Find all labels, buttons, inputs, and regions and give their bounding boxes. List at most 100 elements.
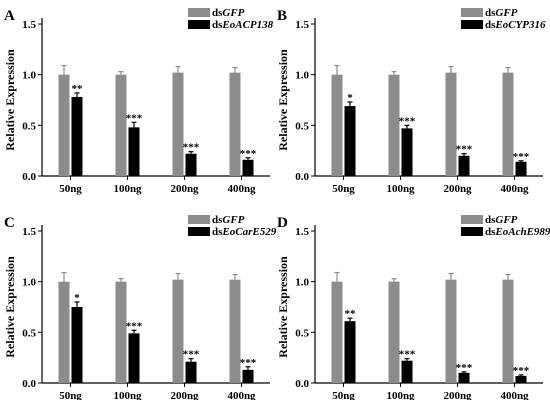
y-tick-label: 0.0 xyxy=(295,378,309,390)
y-tick-label: 0.5 xyxy=(295,120,309,132)
legend-swatch-control xyxy=(461,8,483,17)
bar-control-200ng xyxy=(172,279,184,383)
bar-control-100ng xyxy=(115,74,127,176)
y-tick-label: 1.5 xyxy=(295,226,309,238)
significance-mark: *** xyxy=(399,349,416,361)
x-tick-label: 200ng xyxy=(170,390,199,400)
significance-mark: ** xyxy=(345,308,357,320)
legend-prefix: ds xyxy=(485,7,496,19)
legend-gene: EoCarE529 xyxy=(221,226,276,238)
bar-control-200ng xyxy=(445,279,457,383)
legend-gene: GFP xyxy=(222,214,244,226)
significance-mark: *** xyxy=(240,357,257,369)
bar-control-100ng xyxy=(388,281,400,383)
bar-treatment-100ng xyxy=(401,128,413,176)
y-axis-label: Relative Expression xyxy=(3,49,17,151)
bar-treatment-200ng xyxy=(185,361,197,383)
bar-treatment-200ng xyxy=(458,155,470,176)
significance-mark: *** xyxy=(456,144,473,156)
y-tick-label: 1.0 xyxy=(295,277,309,289)
bar-treatment-400ng xyxy=(515,375,527,383)
significance-mark: ** xyxy=(72,83,84,95)
legend-prefix: ds xyxy=(485,19,496,31)
bar-control-100ng xyxy=(115,281,127,383)
panel-letter: B xyxy=(277,8,287,24)
y-tick-label: 1.5 xyxy=(22,226,36,238)
y-axis-label: Relative Expression xyxy=(276,256,290,358)
legend-gene: GFP xyxy=(495,214,517,226)
legend-entry: dsGFP xyxy=(485,7,518,19)
legend-swatch-control xyxy=(188,8,210,17)
legend-swatch-control xyxy=(461,215,483,224)
y-tick-label: 0.0 xyxy=(22,171,36,183)
bar-control-400ng xyxy=(229,72,241,176)
bar-treatment-100ng xyxy=(401,360,413,383)
legend-swatch-treatment xyxy=(461,227,483,236)
bar-treatment-200ng xyxy=(185,153,197,176)
panel-c: C Relative Expression 0.0 0.5 1.0 1.5 50ng * 100… xyxy=(3,214,277,400)
y-tick-label: 0.5 xyxy=(22,120,36,132)
bar-control-50ng xyxy=(58,74,70,176)
bar-control-200ng xyxy=(445,72,457,176)
y-tick-label: 0.5 xyxy=(295,327,309,339)
legend-entry: dsGFP xyxy=(485,214,518,226)
bar-treatment-50ng xyxy=(344,106,356,176)
x-tick-label: 400ng xyxy=(500,390,529,400)
x-tick-label: 100ng xyxy=(386,390,415,400)
legend-entry: dsEoCarE529 xyxy=(212,226,277,238)
x-tick-label: 400ng xyxy=(227,183,256,195)
legend-entry: dsEoCYP316 xyxy=(485,19,546,31)
significance-mark: *** xyxy=(183,142,200,154)
bar-treatment-400ng xyxy=(515,161,527,176)
x-tick-label: 200ng xyxy=(443,390,472,400)
x-tick-label: 400ng xyxy=(227,390,256,400)
y-tick-label: 0.0 xyxy=(22,378,36,390)
significance-mark: * xyxy=(347,92,353,104)
bar-treatment-50ng xyxy=(71,96,83,176)
bar-control-100ng xyxy=(388,74,400,176)
bar-treatment-200ng xyxy=(458,372,470,383)
significance-mark: *** xyxy=(456,362,473,374)
bar-control-50ng xyxy=(331,281,343,383)
bar-control-200ng xyxy=(172,72,184,176)
x-tick-label: 200ng xyxy=(170,183,199,195)
y-tick-label: 1.0 xyxy=(22,70,36,82)
legend-prefix: ds xyxy=(485,214,496,226)
legend-prefix: ds xyxy=(212,214,223,226)
x-tick-label: 50ng xyxy=(332,183,355,195)
legend-swatch-treatment xyxy=(188,227,210,236)
legend-gene: GFP xyxy=(495,7,517,19)
x-tick-label: 100ng xyxy=(113,390,142,400)
legend-gene: EoCYP316 xyxy=(494,19,546,31)
legend-gene: GFP xyxy=(222,7,244,19)
bar-control-50ng xyxy=(58,281,70,383)
bar-treatment-400ng xyxy=(242,369,254,383)
significance-mark: *** xyxy=(513,365,530,377)
legend-gene: EoAchE989 xyxy=(494,226,550,238)
panel-d: D Relative Expression 0.0 0.5 1.0 1.5 50ng ** 10… xyxy=(276,214,550,400)
bar-control-50ng xyxy=(331,74,343,176)
significance-mark: *** xyxy=(126,112,143,124)
x-tick-label: 400ng xyxy=(500,183,529,195)
legend-entry: dsEoAchE989 xyxy=(485,226,550,238)
legend-swatch-control xyxy=(188,215,210,224)
legend-prefix: ds xyxy=(212,19,223,31)
panel-letter: A xyxy=(4,8,15,24)
y-tick-label: 1.0 xyxy=(22,277,36,289)
bar-control-400ng xyxy=(502,279,514,383)
legend-entry: dsGFP xyxy=(212,214,245,226)
panel-a: A Relative Expression 0.0 0.5 1.0 1.5 50ng ** 10… xyxy=(3,7,274,195)
bar-control-400ng xyxy=(502,72,514,176)
panel-b: B Relative Expression 0.0 0.5 1.0 1.5 50ng * 100… xyxy=(276,7,546,195)
y-tick-label: 0.5 xyxy=(22,327,36,339)
significance-mark: * xyxy=(74,292,80,304)
y-axis-label: Relative Expression xyxy=(3,256,17,358)
bar-control-400ng xyxy=(229,279,241,383)
significance-mark: *** xyxy=(399,115,416,127)
legend-entry: dsGFP xyxy=(212,7,245,19)
legend-entry: dsEoACP138 xyxy=(212,19,274,31)
legend-swatch-treatment xyxy=(461,20,483,29)
x-tick-label: 200ng xyxy=(443,183,472,195)
panel-letter: C xyxy=(4,215,15,231)
y-tick-label: 1.5 xyxy=(22,19,36,31)
